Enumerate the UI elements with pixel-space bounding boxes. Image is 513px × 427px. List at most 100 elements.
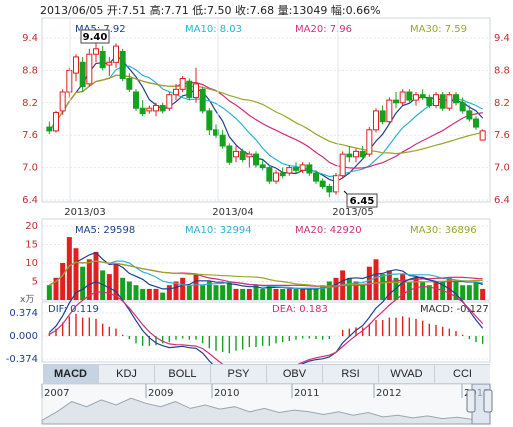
volume-bar	[253, 285, 259, 300]
tab-kdj[interactable]: KDJ	[99, 365, 155, 383]
volume-ma-lines	[49, 251, 483, 290]
volume-bar	[333, 277, 339, 300]
indicator-tabs: MACD KDJ BOLL PSY OBV RSI WVAD CCI	[43, 364, 490, 384]
candle-body	[253, 153, 259, 166]
price-panel	[41, 17, 491, 203]
volume-bar	[220, 285, 226, 300]
macd-legend-item: DIF: 0.119	[48, 304, 99, 315]
volume-axis: 20 15 10 5	[25, 221, 38, 288]
tab-wvad[interactable]: WVAD	[379, 365, 435, 383]
candle-body	[413, 94, 419, 101]
tab-cci[interactable]: CCI	[453, 368, 472, 380]
volume-tick-label: 10	[25, 258, 38, 269]
high-label: 9.40	[83, 32, 108, 43]
tab-macd[interactable]: MACD	[43, 365, 99, 383]
volume-bar	[120, 277, 126, 300]
price-tick-label: 6.4	[22, 195, 38, 206]
volume-bar	[400, 274, 406, 300]
volume-bar	[353, 281, 359, 300]
price-tick-label-right: 6.4	[494, 195, 510, 206]
ma10-line	[48, 65, 483, 178]
candle-body	[259, 164, 266, 169]
price-tick-label-right: 7.6	[494, 130, 510, 141]
candle-body	[53, 112, 59, 132]
candle-body	[353, 150, 359, 158]
price-grid	[42, 37, 490, 201]
volume-bar	[80, 266, 86, 300]
price-tick-label: 8.8	[22, 65, 38, 76]
volume-bar	[53, 277, 59, 300]
ma5-line	[48, 54, 484, 183]
candle-body	[313, 172, 319, 182]
price-legend-item: MA10: 8.03	[185, 24, 242, 35]
candle-body	[66, 69, 73, 93]
candle-body	[393, 99, 399, 104]
tab-psy[interactable]: PSY	[211, 365, 267, 383]
macd-histogram	[48, 313, 484, 354]
volume-bar	[153, 288, 159, 300]
volume-bar	[473, 281, 479, 300]
price-tick-label-right: 7.0	[494, 163, 510, 174]
candle-body	[386, 99, 393, 123]
volume-bar	[273, 288, 279, 300]
macd-legend-item: MACD: -0.127	[420, 304, 489, 315]
volume-bar	[460, 285, 466, 300]
volume-bar	[260, 288, 266, 300]
volume-bar	[133, 285, 139, 300]
volume-bar	[293, 288, 299, 300]
quote-summary: 2013/06/05 开:7.51 高:7.71 低:7.50 收:7.68 量…	[40, 4, 381, 17]
volume-bar	[420, 281, 426, 300]
candle-body	[366, 129, 373, 155]
date-tick-label: 2013/05	[332, 207, 374, 218]
candle-body	[466, 110, 473, 120]
timeline-year-label: 2007	[44, 388, 69, 399]
candle-body	[226, 145, 233, 163]
volume-bar	[86, 259, 92, 300]
volume-bar	[433, 281, 439, 300]
timeline-left-handle[interactable]	[466, 389, 476, 413]
timeline-right-handle[interactable]	[483, 389, 493, 413]
volume-bar	[453, 281, 459, 300]
price-tick-label: 9.4	[22, 33, 38, 44]
volume-bar	[240, 288, 246, 300]
low-label: 6.45	[350, 196, 375, 207]
price-tick-label-right: 9.4	[494, 33, 510, 44]
candle-body	[346, 153, 353, 158]
volume-bars	[46, 237, 486, 300]
price-tick-label-right: 8.8	[494, 65, 510, 76]
tab-obv[interactable]: OBV	[267, 365, 323, 383]
volume-bar	[346, 277, 352, 300]
candle-body	[146, 107, 153, 112]
candle-body	[306, 164, 313, 174]
macd-legend-item: DEA: 0.183	[272, 304, 328, 315]
candle-body	[339, 153, 346, 177]
tab-rsi[interactable]: RSI	[323, 365, 379, 383]
volume-bar	[166, 285, 172, 300]
volume-bar	[173, 281, 179, 300]
candle-body	[459, 102, 466, 112]
tab-boll[interactable]: BOLL	[155, 365, 211, 383]
volume-bar	[466, 285, 472, 300]
price-axis-right: 9.4 8.8 8.2 7.6 7.0 6.4	[494, 33, 510, 206]
volume-bar	[380, 274, 386, 300]
volume-bar	[126, 281, 132, 300]
candle-body	[433, 94, 439, 106]
candle-body	[179, 78, 186, 90]
candle-body	[326, 186, 333, 193]
candle-body	[79, 61, 86, 88]
volume-bar	[386, 270, 392, 300]
macd-axis: 0.374 0.000 -0.374	[6, 308, 38, 365]
candle-body	[173, 88, 179, 96]
macd-tick-label: 0.000	[9, 331, 38, 342]
volume-bar	[60, 263, 66, 300]
volume-bar	[426, 285, 432, 300]
date-tick-label: 2013/04	[212, 207, 254, 218]
candle-body	[153, 105, 159, 112]
candle-body	[439, 94, 446, 109]
candle-body	[453, 94, 459, 104]
volume-bar	[480, 288, 486, 300]
volume-unit: x万	[20, 295, 34, 305]
timeline-year-label: 2010	[214, 388, 239, 399]
